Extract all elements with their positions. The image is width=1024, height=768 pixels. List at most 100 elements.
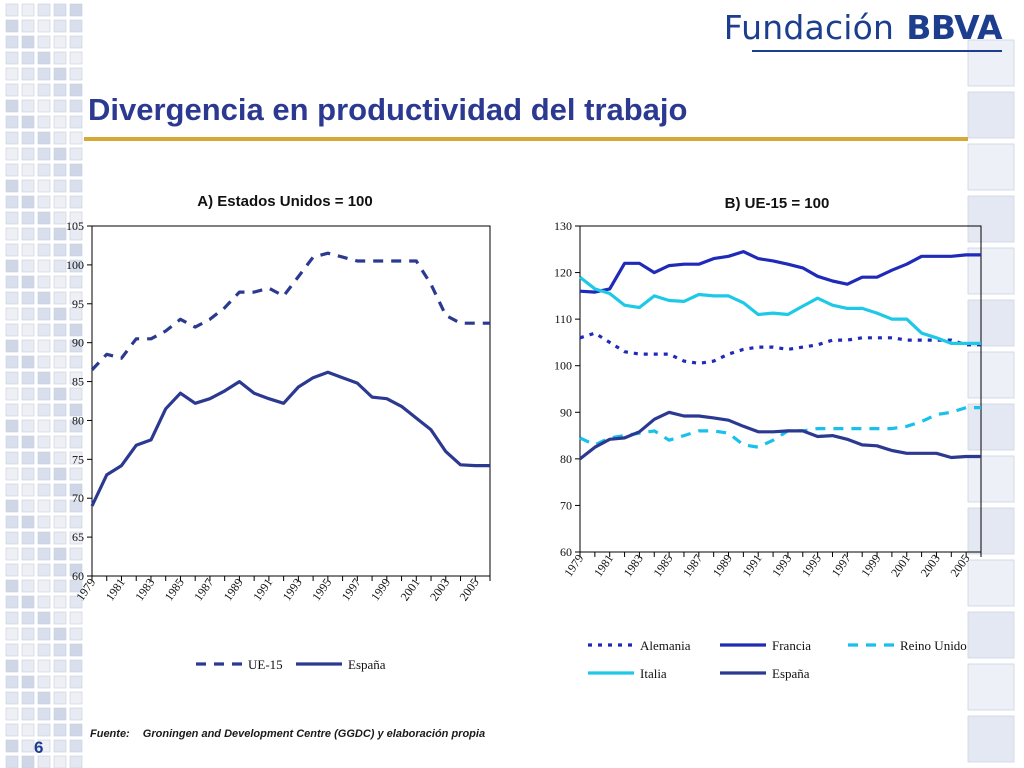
brand-name-regular: Fundación [723,8,895,47]
bg-tile [967,143,1015,191]
bg-tile [53,179,67,193]
bg-tile [5,579,19,593]
bg-tile [37,259,51,273]
bg-tile [5,755,19,768]
bg-tile [5,339,19,353]
bg-tile [69,579,83,593]
bg-tile [53,275,67,289]
bg-tile [967,455,1015,503]
bg-tile [53,515,67,529]
y-tick-label: 90 [72,336,84,350]
bg-tile [21,179,35,193]
bg-tile [53,147,67,161]
bg-tile [37,723,51,737]
series-line-1-0 [579,331,981,365]
bg-tile [37,563,51,577]
bg-tile [53,435,67,449]
bg-tile [37,531,51,545]
bg-tile [37,35,51,49]
bg-tile [5,739,19,753]
bg-tile [37,547,51,561]
bg-tile [69,83,83,97]
bg-tile [5,19,19,33]
bg-tile [5,643,19,657]
bg-tile [21,659,35,673]
bg-tile [37,163,51,177]
bg-tile [53,739,67,753]
bg-tile [21,243,35,257]
bg-tile [21,275,35,289]
bg-tile [69,451,83,465]
bg-tile [69,339,83,353]
bg-tile [69,291,83,305]
bg-tile [5,147,19,161]
bg-tile [69,323,83,337]
bg-tile [69,515,83,529]
bg-tile [53,707,67,721]
bg-tile [21,371,35,385]
bg-tile [69,163,83,177]
bg-tile [21,595,35,609]
bg-tile [37,755,51,768]
bg-tile [5,227,19,241]
legend-label: España [772,666,810,681]
brand-logo: Fundación BBVA [723,8,1003,56]
bg-tile [5,675,19,689]
bg-tile [53,83,67,97]
bg-tile [37,83,51,97]
bg-tile [53,163,67,177]
bg-tile [69,99,83,113]
bg-tile [5,467,19,481]
bg-tile [5,483,19,497]
bg-tile [37,515,51,529]
bg-tile [21,627,35,641]
bg-tile [69,691,83,705]
y-tick-label: 105 [66,219,84,233]
bg-tile [37,707,51,721]
bg-tile [5,179,19,193]
bg-tile [53,67,67,81]
bg-tile [21,675,35,689]
bg-tile [5,659,19,673]
bg-tile [69,659,83,673]
bg-tile [53,115,67,129]
bg-tile [53,691,67,705]
bg-tile [53,611,67,625]
bg-tile [21,259,35,273]
bg-tile [967,507,1015,555]
content-panel [84,0,964,768]
bg-tile [21,35,35,49]
bg-tile [21,531,35,545]
y-tick-label: 110 [554,312,572,326]
y-tick-label: 120 [554,266,572,280]
y-tick-label: 100 [554,359,572,373]
bg-tile [37,67,51,81]
bg-tile [5,51,19,65]
bg-tile [21,643,35,657]
bg-tile [967,403,1015,451]
bg-tile [967,611,1015,659]
y-tick-label: 85 [72,375,84,389]
bg-tile [37,227,51,241]
bg-tile [21,611,35,625]
bg-tile [5,723,19,737]
plot-frame [91,225,491,577]
bg-tile [5,403,19,417]
bg-tile [5,163,19,177]
bg-tile [37,3,51,17]
bg-tile [37,467,51,481]
y-tick-label: 100 [66,258,84,272]
bg-tile [69,595,83,609]
bg-tile [69,675,83,689]
bg-tile [69,467,83,481]
bg-tile [37,339,51,353]
bg-tile [21,355,35,369]
bg-tile [69,547,83,561]
bg-tile [37,275,51,289]
bg-tile [37,435,51,449]
bg-tile [37,211,51,225]
bg-tile [69,147,83,161]
bg-tile [37,691,51,705]
bg-tile [37,355,51,369]
